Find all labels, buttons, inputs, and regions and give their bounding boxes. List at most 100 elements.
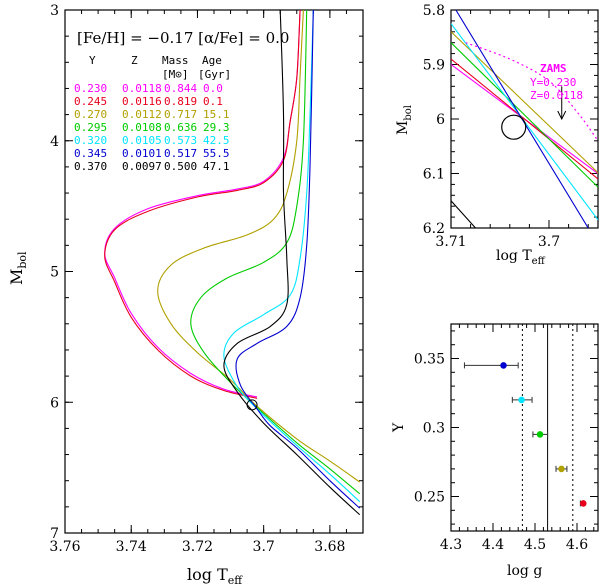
table-header-mass-unit: [M⊙] <box>162 68 189 81</box>
data-point <box>558 465 565 473</box>
main-xlabel: log Teff <box>187 565 243 586</box>
x-tick-label: 3.71 <box>435 234 466 250</box>
legend-mass: 0.573 <box>164 134 197 147</box>
legend-mass: 0.500 <box>164 160 197 173</box>
y-tick-label: 6.2 <box>423 221 445 237</box>
isochrone-0.320 <box>223 10 361 503</box>
legend-y: 0.245 <box>74 95 107 108</box>
legend-z: 0.0118 <box>122 82 162 95</box>
isochrone-0.295 <box>190 10 361 495</box>
helium-panel: 4.3 4.4 4.5 4.6 0.25 0.3 0.35 log g Y <box>391 323 599 579</box>
zams-z-label: Z=0.0118 <box>530 89 583 102</box>
y-tick-label: 6 <box>50 395 59 411</box>
legend-age: 55.5 <box>203 147 230 160</box>
data-point <box>580 500 587 507</box>
legend-age: 0.1 <box>203 95 223 108</box>
y-tick-label: 6 <box>436 112 445 128</box>
x-tick-label: 4.5 <box>524 537 546 553</box>
zoom-axis-ticks: 3.71 3.7 5.8 5.9 6 6.1 6.2 <box>423 3 598 250</box>
x-tick-label: 3.68 <box>314 539 345 555</box>
legend-age: 15.1 <box>203 108 230 121</box>
helium-reference-lines <box>521 324 574 531</box>
legend-z: 0.0105 <box>122 134 162 147</box>
main-title: [Fe/H] = −0.17 [α/Fe] = 0.0 <box>77 29 289 47</box>
legend-y: 0.230 <box>74 82 107 95</box>
zoom-ylabel: Mbol <box>395 105 414 135</box>
zoom-isochrone-2 <box>451 31 598 175</box>
y-tick-label: 5.8 <box>423 3 445 19</box>
legend-rows: 0.230 0.0118 0.844 0.0 0.245 0.0116 0.819 0.1 0.… <box>74 82 230 173</box>
table-header-mass: Mass <box>162 54 189 67</box>
y-tick-label: 0.35 <box>414 352 445 368</box>
legend-z: 0.0112 <box>122 108 162 121</box>
legend-y: 0.370 <box>74 160 107 173</box>
legend-mass: 0.819 <box>164 95 197 108</box>
legend-mass: 0.517 <box>164 147 197 160</box>
y-tick-label: 3 <box>50 3 59 19</box>
zoom-isochrone-3 <box>451 42 598 188</box>
zams-arrow <box>557 86 567 121</box>
zams-label: ZAMS <box>540 62 567 75</box>
main-axis-ticks: 3.76 3.74 3.72 3.7 3.68 3 4 5 6 7 <box>49 3 363 555</box>
x-tick-label: 4.6 <box>566 537 588 553</box>
y-tick-label: 7 <box>50 526 59 542</box>
table-header-y: Y <box>89 54 96 67</box>
y-tick-label: 5.9 <box>423 58 445 74</box>
zoom-circle-marker <box>501 114 527 140</box>
legend-z: 0.0108 <box>122 121 162 134</box>
data-point <box>518 396 525 404</box>
legend-y: 0.295 <box>74 121 107 134</box>
legend-age: 42.5 <box>203 134 230 147</box>
x-tick-label: 3.7 <box>253 539 275 555</box>
legend-z: 0.0097 <box>122 160 162 173</box>
x-tick-label: 4.4 <box>482 537 504 553</box>
legend-mass: 0.717 <box>164 108 197 121</box>
zoom-isochrone-6 <box>451 200 476 228</box>
zoom-xlabel: log Teff <box>496 248 546 267</box>
legend-table: Y Z Mass [M⊙] Age [Gyr] 0.230 0.0118 0.844… <box>74 54 231 173</box>
y-tick-label: 6.1 <box>423 167 445 183</box>
x-tick-label: 4.3 <box>440 537 462 553</box>
legend-z: 0.0101 <box>122 147 162 160</box>
helium-ylabel: Y <box>391 422 407 433</box>
legend-y: 0.345 <box>74 147 107 160</box>
helium-plot-frame <box>450 323 599 532</box>
zoom-isochrone-1 <box>451 58 598 180</box>
x-tick-label: 3.72 <box>182 539 213 555</box>
arrow-head <box>557 110 567 121</box>
legend-age: 47.1 <box>203 160 230 173</box>
main-isochrones <box>104 10 361 516</box>
helium-xlabel: log g <box>507 563 542 579</box>
x-tick-label: 3.74 <box>116 539 147 555</box>
legend-mass: 0.844 <box>164 82 197 95</box>
legend-z: 0.0116 <box>122 95 162 108</box>
y-tick-label: 5 <box>50 265 59 281</box>
helium-axis-ticks: 4.3 4.4 4.5 4.6 0.25 0.3 0.35 <box>414 324 598 553</box>
y-tick-label: 0.25 <box>414 490 445 506</box>
legend-y: 0.320 <box>74 134 107 147</box>
x-tick-label: 3.76 <box>49 539 80 555</box>
main-ylabel: Mbol <box>7 251 29 285</box>
legend-y: 0.270 <box>74 108 107 121</box>
y-tick-label: 4 <box>50 134 59 150</box>
data-point <box>500 362 507 369</box>
table-header-age-unit: [Gyr] <box>198 68 231 81</box>
x-tick-label: 3.7 <box>538 234 560 250</box>
legend-mass: 0.636 <box>164 121 197 134</box>
helium-points <box>463 362 587 507</box>
isochrone-0.245 <box>104 10 301 399</box>
turnoff-circle-marker <box>246 399 258 411</box>
main-panel: 3.76 3.74 3.72 3.7 3.68 3 4 5 6 7 [Fe/H] = −0.17 … <box>7 3 364 586</box>
isochrone-0.270 <box>157 10 361 483</box>
data-point <box>536 431 544 438</box>
legend-age: 29.3 <box>203 121 230 134</box>
legend-age: 0.0 <box>203 82 223 95</box>
zoom-panel: 3.71 3.7 5.8 5.9 6 6.1 6.2 ZAMS Y=0.230 Z=0.01… <box>395 3 599 267</box>
isochrone-0.370 <box>223 10 361 516</box>
zams-y-label: Y=0.230 <box>530 76 576 89</box>
y-tick-label: 0.3 <box>423 421 445 437</box>
isochrone-0.345 <box>235 10 361 509</box>
zams-line <box>465 42 598 142</box>
zoom-isochrones <box>451 10 598 228</box>
